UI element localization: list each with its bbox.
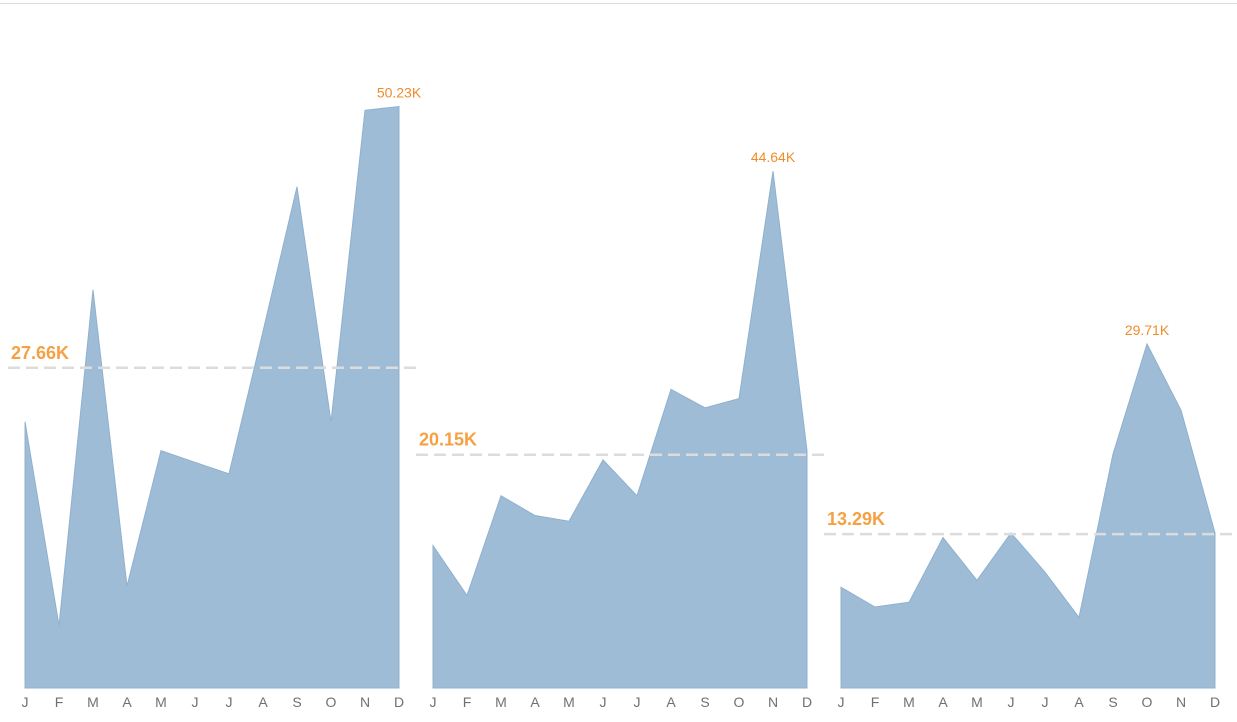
x-tick-label: J bbox=[600, 694, 607, 710]
x-tick-label: F bbox=[871, 694, 880, 710]
top-divider bbox=[0, 3, 1237, 4]
x-tick-label: A bbox=[530, 694, 540, 710]
x-tick-label: O bbox=[734, 694, 745, 710]
x-tick-label: S bbox=[292, 694, 301, 710]
x-tick-label: J bbox=[192, 694, 199, 710]
x-tick-label: D bbox=[394, 694, 404, 710]
x-tick-label: J bbox=[838, 694, 845, 710]
x-tick-label: M bbox=[155, 694, 167, 710]
x-tick-label: S bbox=[700, 694, 709, 710]
x-tick-label: A bbox=[666, 694, 676, 710]
max-value-label-1: 50.23K bbox=[377, 84, 422, 100]
x-tick-label: M bbox=[495, 694, 507, 710]
x-tick-label: N bbox=[768, 694, 778, 710]
x-tick-label: J bbox=[1008, 694, 1015, 710]
x-tick-label: J bbox=[430, 694, 437, 710]
x-tick-label: A bbox=[1074, 694, 1084, 710]
max-value-label-3: 29.71K bbox=[1125, 322, 1170, 338]
x-tick-label: S bbox=[1108, 694, 1117, 710]
x-tick-label: A bbox=[938, 694, 948, 710]
x-tick-label: D bbox=[802, 694, 812, 710]
area-series-3 bbox=[840, 342, 1216, 689]
x-tick-label: M bbox=[87, 694, 99, 710]
x-tick-label: J bbox=[226, 694, 233, 710]
x-tick-label: M bbox=[903, 694, 915, 710]
x-tick-label: A bbox=[258, 694, 268, 710]
x-tick-label: F bbox=[55, 694, 64, 710]
x-tick-label: M bbox=[971, 694, 983, 710]
x-tick-label: D bbox=[1210, 694, 1220, 710]
reference-line-label-2: 20.15K bbox=[419, 430, 477, 450]
x-tick-label: O bbox=[326, 694, 337, 710]
reference-line-label-3: 13.29K bbox=[827, 509, 885, 529]
area-series-1 bbox=[24, 105, 400, 689]
x-tick-label: N bbox=[360, 694, 370, 710]
x-tick-label: N bbox=[1176, 694, 1186, 710]
x-tick-label: J bbox=[22, 694, 29, 710]
x-tick-label: M bbox=[563, 694, 575, 710]
x-tick-label: A bbox=[122, 694, 132, 710]
x-tick-label: O bbox=[1142, 694, 1153, 710]
x-tick-label: F bbox=[463, 694, 472, 710]
reference-line-label-1: 27.66K bbox=[11, 343, 69, 363]
x-tick-label: J bbox=[1042, 694, 1049, 710]
area-series-2 bbox=[432, 171, 808, 689]
x-tick-label: J bbox=[634, 694, 641, 710]
max-value-label-2: 44.64K bbox=[751, 149, 796, 165]
